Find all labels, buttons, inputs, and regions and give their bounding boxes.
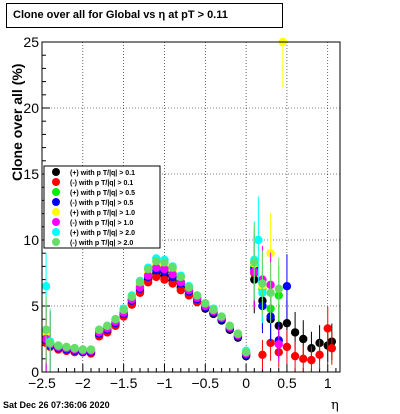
x-tick-label-4: −0.5 [191, 375, 219, 391]
data-point-s1-p27 [258, 350, 267, 360]
data-point-s5-p13 [143, 271, 153, 280]
data-point-s7-p28 [266, 288, 275, 297]
legend-entry-2: (+) with p T/|q| > 0.5 [70, 190, 135, 197]
data-point-s7-p27 [258, 279, 267, 288]
data-point-s7-p0 [41, 325, 51, 334]
y-tick-label-2: 10 [23, 232, 39, 248]
legend-marker-7 [52, 238, 60, 246]
data-point-s1-p30 [282, 342, 292, 352]
x-tick-label-2: −1.5 [110, 375, 138, 391]
data-point-s7-p25 [241, 348, 251, 357]
legend-marker-5 [52, 218, 60, 226]
data-point-s5-p16 [168, 270, 177, 279]
legend-entry-6: (+) with p T/|q| > 2.0 [70, 230, 135, 237]
legend-marker-1 [52, 178, 60, 186]
data-point-s7-p18 [184, 283, 194, 292]
data-point-s7-p8 [103, 321, 112, 330]
y-tick-label-3: 15 [23, 166, 39, 182]
legend-marker-2 [52, 188, 60, 196]
legend-entry-1: (-) with p T/|q| > 0.1 [70, 180, 133, 187]
legend-marker-4 [52, 208, 60, 216]
data-point-s1-p15 [160, 275, 169, 284]
y-tick-label-5: 25 [23, 34, 39, 50]
data-point-s5-p14 [152, 263, 161, 272]
data-point-s0-p30 [282, 318, 292, 328]
data-point-s7-p5 [78, 345, 88, 354]
data-point-s7-p1 [45, 338, 55, 348]
x-tick-label-0: −2.5 [28, 375, 56, 391]
data-point-s7-p20 [201, 299, 210, 308]
y-tick-label-0: 0 [31, 364, 39, 380]
data-point-s7-p4 [70, 344, 79, 353]
data-point-s1-p35 [323, 324, 332, 333]
chart-title: Clone over all for Global vs η at pT > 0… [6, 3, 283, 28]
data-point-s7-p21 [209, 305, 218, 315]
plot-frame [41, 41, 341, 373]
data-point-s5-p15 [160, 264, 169, 274]
data-point-s7-p23 [225, 321, 234, 330]
data-point-s7-p3 [62, 342, 71, 352]
x-axis-label: η [331, 398, 339, 413]
x-tick-label-1: −2 [75, 375, 91, 391]
x-tick-label-7: 1 [324, 375, 332, 391]
data-point-s5-p29 [274, 340, 283, 349]
x-tick-label-5: 0 [242, 375, 250, 391]
data-point-s1-p32 [299, 354, 308, 363]
legend-marker-0 [52, 168, 60, 176]
data-point-s7-p9 [111, 315, 120, 324]
data-point-s7-p10 [119, 305, 128, 315]
data-point-s7-p22 [217, 312, 226, 321]
data-point-s1-p34 [315, 350, 324, 360]
data-point-s3-p30 [282, 282, 292, 291]
data-point-s7-p19 [192, 291, 202, 300]
legend-marker-3 [52, 198, 60, 206]
data-point-s7-p2 [54, 341, 63, 350]
data-point-s6-p27 [254, 235, 263, 245]
legend-entry-5: (-) with p T/|q| > 1.0 [70, 220, 133, 227]
data-point-s0-p32 [299, 334, 308, 344]
legend-entry-4: (+) with p T/|q| > 1.0 [70, 210, 135, 217]
data-point-s7-p29 [274, 284, 283, 294]
data-point-s7-p12 [135, 278, 145, 287]
data-point-s1-p14 [152, 272, 161, 282]
data-point-s1-p17 [176, 285, 185, 295]
date-stamp: Sat Dec 26 07:36:06 2020 [3, 400, 110, 410]
legend-entry-7: (-) with p T/|q| > 2.0 [70, 240, 133, 247]
data-point-s7-p7 [94, 325, 104, 334]
data-point-s7-p24 [233, 329, 243, 338]
data-point-s7-p17 [176, 272, 185, 282]
data-point-s1-p31 [290, 351, 300, 361]
data-point-s7-p14 [152, 256, 161, 266]
data-point-s1-p33 [307, 355, 316, 365]
legend-entry-3: (-) with p T/|q| > 0.5 [70, 200, 133, 207]
data-point-s6-p0 [41, 282, 51, 291]
y-tick-label-4: 20 [23, 100, 39, 116]
data-point-s7-p16 [168, 263, 177, 272]
legend-entry-0: (+) with p T/|q| > 0.1 [70, 170, 135, 177]
legend-box [43, 165, 161, 249]
data-point-s0-p31 [290, 328, 300, 337]
data-point-s1-p28 [266, 338, 275, 348]
y-tick-label-1: 5 [31, 298, 39, 314]
data-point-s7-p13 [143, 264, 153, 274]
data-point-s1-p36 [327, 344, 337, 353]
data-point-s7-p15 [160, 258, 169, 267]
x-tick-label-6: 0.5 [277, 375, 297, 391]
data-point-s7-p26 [250, 258, 259, 267]
x-tick-label-3: −1 [156, 375, 172, 391]
legend-marker-6 [52, 228, 60, 236]
data-point-s7-p11 [127, 292, 137, 301]
data-point-s1-p16 [168, 279, 177, 288]
data-point-s7-p6 [86, 345, 96, 354]
